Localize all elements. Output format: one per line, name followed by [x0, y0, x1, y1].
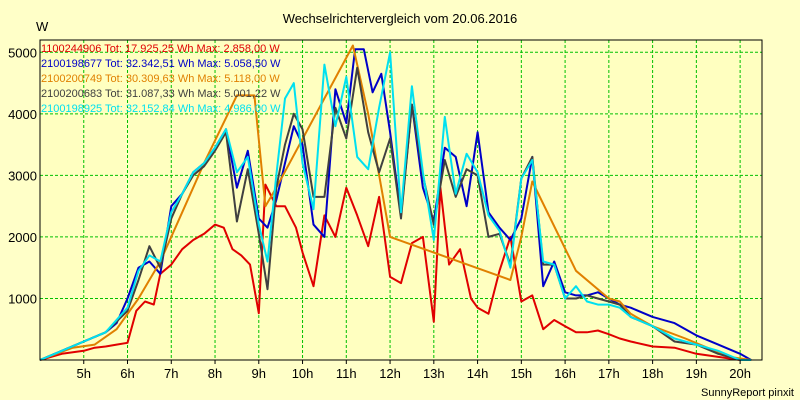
- y-axis-label: W: [36, 19, 49, 34]
- x-tick-label: 8h: [208, 366, 222, 381]
- y-axis-ticks: 1000 2000 3000 4000 5000: [8, 45, 37, 306]
- footer-credit: SunnyReport pinxit: [701, 387, 794, 399]
- x-tick-label: 20h: [729, 366, 751, 381]
- x-tick-label: 12h: [379, 366, 401, 381]
- series-line-5: [39, 51, 752, 361]
- series-lines: [39, 44, 752, 361]
- x-axis-ticks: 5h 6h 7h 8h 9h 10h 11h 12h 13h 14h 15h 16h 17h 18h 19h…: [77, 360, 751, 381]
- x-tick-label: 13h: [423, 366, 445, 381]
- x-tick-label: 14h: [467, 366, 489, 381]
- x-tick-label: 19h: [686, 366, 708, 381]
- legend-entry-2: 2100198677 Tot: 32.342,51 Wh Max: 5.058,…: [41, 58, 281, 70]
- x-tick-label: 6h: [120, 366, 134, 381]
- x-tick-label: 9h: [252, 366, 266, 381]
- series-line-1: [39, 183, 752, 361]
- y-tick-label: 3000: [8, 168, 37, 183]
- x-tick-label: 15h: [510, 366, 532, 381]
- x-tick-label: 5h: [77, 366, 91, 381]
- legend-entry-5: 2100198925 Tot: 32.152,84 Wh Max: 4.986,…: [41, 103, 281, 115]
- y-tick-label: 1000: [8, 291, 37, 306]
- x-tick-label: 10h: [292, 366, 314, 381]
- y-tick-label: 5000: [8, 45, 37, 60]
- x-tick-label: 17h: [598, 366, 620, 381]
- x-tick-label: 18h: [642, 366, 664, 381]
- legend-entry-1: 1100244906 Tot: 17.925,25 Wh Max: 2.858,…: [41, 43, 280, 55]
- legend: 1100244906 Tot: 17.925,25 Wh Max: 2.858,…: [41, 43, 281, 115]
- y-tick-label: 4000: [8, 107, 37, 122]
- chart-title: Wechselrichtervergleich vom 20.06.2016: [283, 11, 518, 26]
- y-tick-label: 2000: [8, 230, 37, 245]
- legend-entry-4: 2100200683 Tot: 31.087,33 Wh Max: 5.001,…: [41, 88, 281, 100]
- x-tick-label: 16h: [554, 366, 576, 381]
- plot-frame: [39, 39, 763, 361]
- legend-entry-3: 2100200749 Tot: 30.309,63 Wh Max: 5.118,…: [41, 73, 280, 85]
- x-tick-label: 11h: [336, 366, 357, 381]
- x-tick-label: 7h: [164, 366, 178, 381]
